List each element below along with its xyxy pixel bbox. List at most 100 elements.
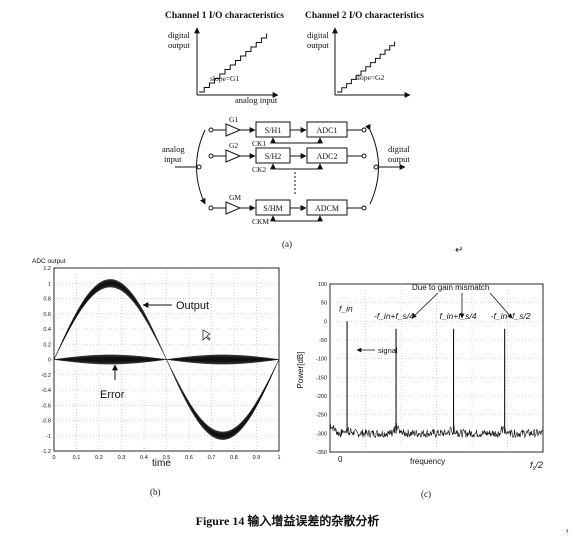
annotation-signal: signal xyxy=(378,346,398,355)
digital-output-label-2: output xyxy=(388,154,410,164)
y-tick-label: 0 xyxy=(48,358,51,364)
x-tick-label: 0.4 xyxy=(140,455,148,461)
channel-row-2: G2 S/H2 ADC2 CK2 xyxy=(208,141,367,174)
gain-label: G1 xyxy=(229,115,238,124)
spike-label: -f_in+f_s/2 xyxy=(491,311,531,321)
panel-c: 100 50 0 -50 -100 -150 -200 -250 -300 -350 Power[… xyxy=(296,282,544,499)
y-tick-label: 50 xyxy=(321,301,327,307)
y-tick-label: -150 xyxy=(316,375,327,381)
spike-label: f_in xyxy=(339,303,353,313)
y-tick-label: -250 xyxy=(316,413,327,419)
ch1-xlabel: analog input xyxy=(235,95,278,105)
clock-line xyxy=(273,215,323,222)
sample-hold-label: S/H1 xyxy=(265,126,281,135)
y-tick-label: 0 xyxy=(324,319,327,325)
ch2-ylabel-2: output xyxy=(307,40,329,50)
spike-label: f_in+f_s/4 xyxy=(440,311,477,321)
annotation-output: Output xyxy=(176,300,209,312)
adc-label: ADC1 xyxy=(317,126,338,135)
corner-mark: ‹ xyxy=(566,526,569,535)
gain-amplifier xyxy=(225,149,242,163)
panel-c-xlabel: frequency xyxy=(410,457,445,466)
panel-b-grid xyxy=(54,268,279,451)
channel-rows: G1 S/H1 ADC1 CK1 G2 S/H2 ADC2 CK2 GM S/HM ADCM CKM xyxy=(208,115,367,226)
sample-hold-label: S/H2 xyxy=(265,152,281,161)
y-tick-label: 0.8 xyxy=(43,297,51,303)
sample-hold-label: S/HM xyxy=(263,204,283,213)
input-switch-node xyxy=(196,164,202,170)
x-tick-label: 0 xyxy=(52,455,55,461)
adc-label: ADCM xyxy=(315,204,339,213)
x-tick-label: 0.9 xyxy=(253,455,261,461)
ch2-ylabel-1: digital xyxy=(307,30,329,40)
output-switch-node xyxy=(373,164,379,170)
y-tick-label: 100 xyxy=(318,282,327,288)
channel-row-1: G1 S/H1 ADC1 CK1 xyxy=(208,115,367,148)
panel-c-y-ticks: 100 50 0 -50 -100 -150 -200 -250 -300 -350 xyxy=(316,282,327,456)
channel-output-node xyxy=(361,205,367,211)
y-tick-label: 0.6 xyxy=(43,312,51,318)
digital-output-label-1: digital xyxy=(388,144,410,154)
analog-input-label-1: analog xyxy=(162,144,185,154)
mismatch-arrow-1 xyxy=(411,292,439,319)
mouse-cursor-icon xyxy=(202,329,211,341)
channel-input-node xyxy=(208,153,214,159)
y-tick-label: -0.4 xyxy=(42,388,51,394)
ch2-slope: slope=G2 xyxy=(355,73,384,82)
channel-row-3: GM S/HM ADCM CKM xyxy=(208,193,367,226)
annotation-error: Error xyxy=(100,389,125,401)
clock-label: CKM xyxy=(252,217,269,226)
x-tick-label: 0.5 xyxy=(163,455,171,461)
panel-c-label: (c) xyxy=(421,489,431,499)
channel-input-node xyxy=(208,205,214,211)
x-tick-label: 0.8 xyxy=(230,455,238,461)
spectrum-line xyxy=(329,422,544,439)
analog-input-label-2: input xyxy=(164,154,182,164)
panel-c-spikes: f_in -f_in+f_s/4 f_in+f_s/4 -f_in+f_s/2 xyxy=(339,303,531,434)
x-tick-label: 0.6 xyxy=(185,455,193,461)
ch1-ylabel-1: digital xyxy=(168,30,190,40)
channel-output-node xyxy=(361,153,367,159)
input-commutator-arc xyxy=(196,129,206,205)
x-tick-label: 0.2 xyxy=(95,455,103,461)
channel-output-node xyxy=(361,127,367,133)
ch2-staircase xyxy=(337,41,396,93)
y-tick-label: 1 xyxy=(48,281,51,287)
gain-label: G2 xyxy=(229,141,238,150)
y-tick-label: -50 xyxy=(319,338,327,344)
y-tick-label: -0.2 xyxy=(42,373,51,379)
panel-a-label: (a) xyxy=(282,239,292,249)
panel-b: ADC output 1.2 1 0.8 0.6 0.4 0.2 0 -0.2 -0.4 -0.6… xyxy=(32,258,281,497)
clock-label: CK1 xyxy=(252,139,266,148)
y-tick-label: -0.6 xyxy=(42,403,51,409)
x-tick-label: 0.1 xyxy=(73,455,81,461)
ch1-staircase xyxy=(199,33,268,93)
panel-c-x-origin: 0 xyxy=(338,455,343,464)
panel-b-y-ticks: 1.2 1 0.8 0.6 0.4 0.2 0 -0.2 -0.4 -0.6 -0.8 -1 -1.2 xyxy=(42,266,51,455)
y-tick-label: -300 xyxy=(316,431,327,437)
panel-b-title: ADC output xyxy=(32,258,66,265)
panel-c-grid xyxy=(330,284,543,452)
y-tick-label: 1.2 xyxy=(43,266,51,272)
clock-line xyxy=(273,137,323,144)
annotation-gain-mismatch: Due to gain mismatch xyxy=(412,283,489,292)
y-tick-label: 0.4 xyxy=(43,327,51,333)
output-commutator-arc xyxy=(365,123,379,205)
series-error-line xyxy=(53,354,280,365)
figure-caption: Figure 14 输入增益误差的杂散分析 xyxy=(195,514,380,528)
ch2-title: Channel 2 I/O characteristics xyxy=(305,11,424,21)
gain-label: GM xyxy=(229,193,241,202)
y-tick-label: -350 xyxy=(316,450,327,456)
x-tick-label: 0.3 xyxy=(118,455,126,461)
panel-c-ylabel: Power[dB] xyxy=(296,352,305,389)
panel-b-x-ticks: 0 0.1 0.2 0.3 0.4 0.5 0.6 0.7 0.8 0.9 1 xyxy=(52,455,280,461)
adc-label: ADC2 xyxy=(317,152,338,161)
panel-a: Channel 1 I/O characteristics digital ou… xyxy=(162,11,463,256)
channel-input-node xyxy=(208,127,214,133)
ch1-slope: slope=G1 xyxy=(210,74,239,83)
y-tick-label: -1 xyxy=(46,434,51,440)
y-tick-label: -100 xyxy=(316,357,327,363)
panel-b-label: (b) xyxy=(150,487,161,497)
y-tick-label: -0.8 xyxy=(42,419,51,425)
